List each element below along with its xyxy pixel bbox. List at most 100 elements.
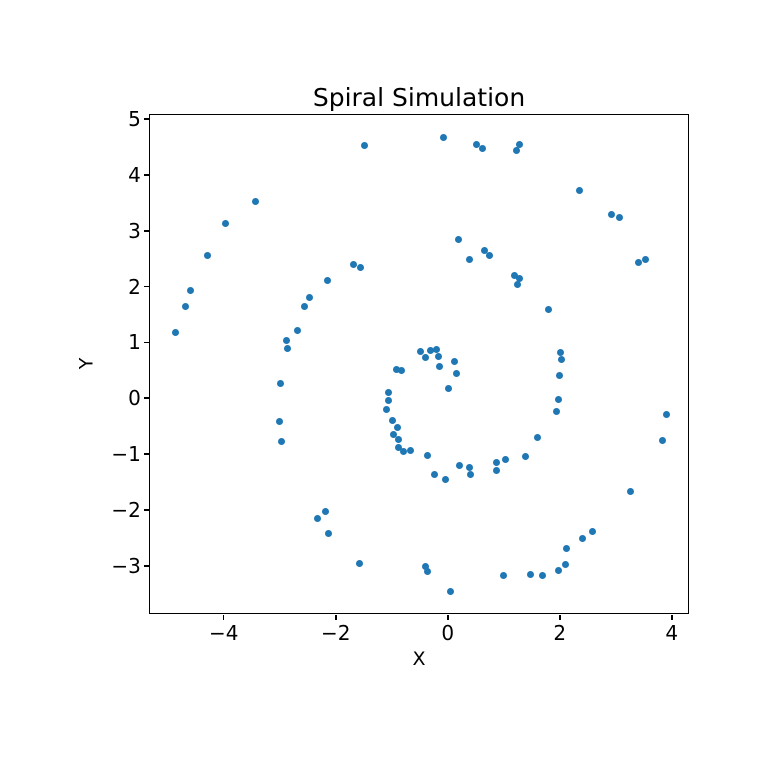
scatter-point (635, 259, 643, 266)
scatter-point (558, 355, 566, 363)
scatter-point (321, 507, 329, 515)
scatter-point (562, 544, 570, 552)
scatter-point (357, 264, 365, 272)
scatter-point (300, 303, 308, 311)
scatter-point (349, 261, 357, 269)
y-tick-mark (144, 341, 150, 344)
scatter-point (283, 337, 291, 345)
scatter-point (424, 568, 432, 576)
scatter-point (486, 252, 494, 260)
scatter-point (277, 380, 285, 388)
y-tick-label: 1 (128, 330, 141, 355)
scatter-point (203, 251, 211, 259)
scatter-point (384, 388, 392, 396)
chart-title: Spiral Simulation (312, 83, 526, 112)
scatter-point (578, 534, 586, 542)
scatter-point (554, 566, 562, 574)
scatter-point (445, 385, 453, 393)
scatter-point (424, 451, 432, 459)
scatter-point (446, 587, 454, 595)
scatter-point (526, 570, 534, 578)
scatter-point (398, 367, 406, 375)
scatter-point (533, 433, 541, 441)
x-tick-mark (670, 614, 673, 620)
x-tick-label: 4 (665, 621, 679, 646)
y-tick-label: 5 (128, 107, 141, 131)
x-tick-label: 2 (553, 621, 567, 646)
scatter-point (481, 247, 489, 255)
scatter-point (479, 144, 487, 152)
scatter-point (430, 470, 438, 478)
scatter-point (394, 435, 402, 443)
scatter-point (513, 280, 521, 288)
scatter-point (515, 275, 523, 283)
scatter-point (422, 353, 430, 361)
scatter-point (516, 140, 524, 148)
x-tick-label: −4 (208, 621, 239, 646)
y-tick-mark (144, 397, 150, 400)
y-tick-mark (144, 118, 150, 120)
scatter-point (171, 329, 179, 337)
y-tick-mark (144, 229, 150, 232)
scatter-point (589, 528, 597, 536)
scatter-point (389, 416, 397, 424)
scatter-point (394, 444, 402, 452)
scatter-point (385, 396, 393, 404)
scatter-point (222, 220, 230, 228)
scatter-point (390, 431, 398, 439)
scatter-point (493, 467, 501, 475)
scatter-point (432, 345, 440, 353)
scatter-point (186, 287, 194, 295)
x-axis-label: X (412, 648, 426, 670)
y-tick-label: −1 (111, 442, 141, 467)
y-tick-mark (144, 285, 150, 288)
scatter-point (276, 417, 284, 425)
y-tick-label: 0 (128, 386, 141, 411)
scatter-point (325, 530, 333, 538)
scatter-point (383, 405, 391, 413)
y-tick-label: 3 (128, 218, 141, 243)
scatter-point (313, 515, 321, 523)
scatter-point (450, 357, 458, 365)
scatter-point (439, 133, 447, 141)
scatter-point (252, 198, 260, 206)
y-tick-label: −2 (111, 497, 141, 522)
y-tick-mark (144, 565, 150, 567)
scatter-point (394, 423, 402, 431)
scatter-point (553, 407, 561, 415)
scatter-point (278, 438, 286, 446)
x-tick-mark (446, 614, 449, 620)
scatter-point (561, 560, 569, 568)
scatter-point (407, 446, 415, 454)
scatter-point (466, 470, 474, 478)
scatter-point (556, 348, 564, 356)
scatter-point (493, 458, 501, 466)
scatter-point (556, 372, 564, 380)
scatter-point (293, 326, 301, 334)
x-tick-label: −2 (320, 621, 351, 646)
scatter-point (355, 560, 363, 568)
scatter-point (324, 277, 332, 285)
scatter-point (434, 353, 442, 361)
y-tick-label: 2 (128, 274, 141, 299)
scatter-point (466, 463, 474, 471)
scatter-point (544, 305, 552, 313)
scatter-point (576, 186, 584, 194)
scatter-point (512, 146, 520, 154)
y-tick-mark (144, 174, 150, 176)
plot-area (149, 113, 690, 614)
scatter-point (626, 488, 634, 495)
y-tick-label: 4 (128, 162, 141, 187)
scatter-point (539, 572, 547, 580)
scatter-point (466, 255, 474, 263)
scatter-point (441, 475, 449, 483)
scatter-point (501, 455, 509, 463)
scatter-point (510, 271, 518, 279)
scatter-point (421, 563, 429, 571)
scatter-point (555, 395, 563, 403)
scatter-point (452, 369, 460, 377)
scatter-point (641, 255, 649, 263)
x-tick-mark (558, 614, 561, 620)
scatter-point (416, 348, 424, 356)
